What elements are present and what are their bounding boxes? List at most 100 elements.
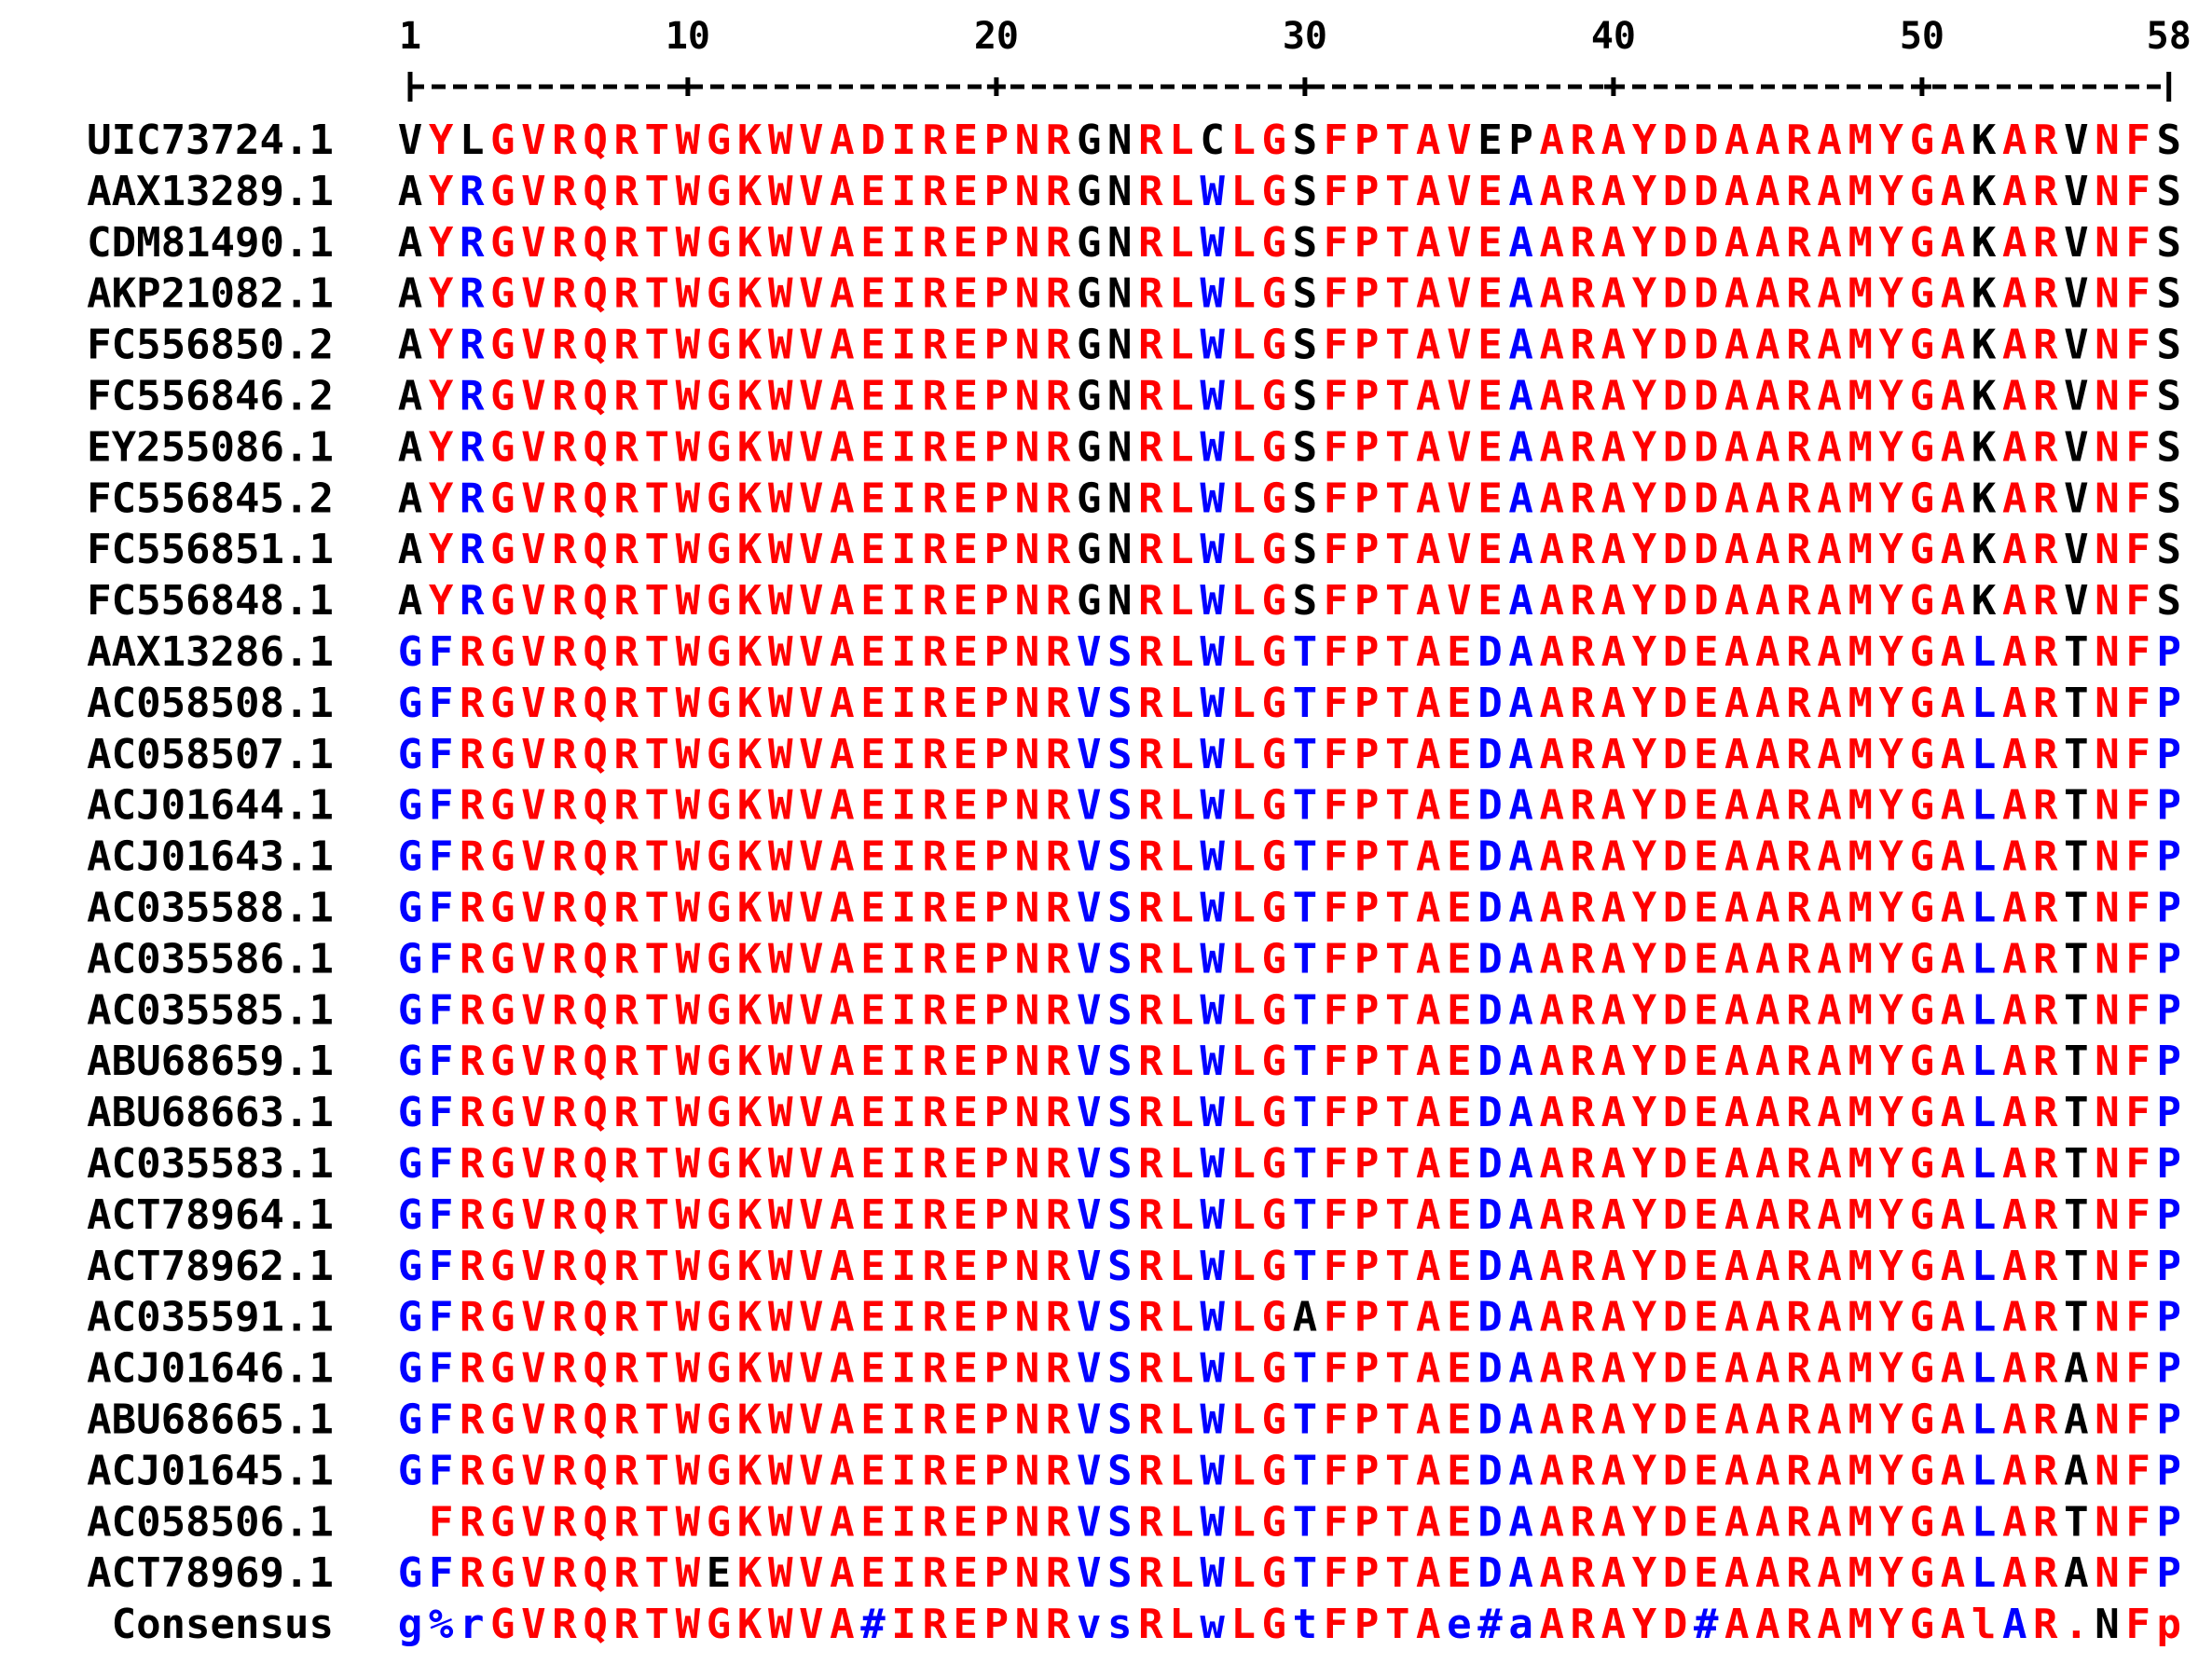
residue: V	[1077, 680, 1102, 727]
residue: K	[737, 1140, 763, 1188]
residue: A	[1508, 1140, 1533, 1188]
residue: N	[1015, 1243, 1040, 1290]
residue: G	[490, 1345, 515, 1393]
residue: G	[1910, 1601, 1935, 1648]
residue: N	[1015, 731, 1040, 778]
residue: A	[830, 373, 855, 420]
residue: E	[954, 526, 979, 573]
residue: R	[460, 1243, 485, 1290]
residue: P	[984, 731, 1010, 778]
residue: P	[1354, 577, 1380, 625]
residue: Q	[583, 1038, 608, 1085]
residue: P	[984, 1089, 1010, 1136]
residue: R	[552, 322, 577, 369]
residue: W	[676, 628, 701, 676]
residue: R	[1786, 1345, 1811, 1393]
residue: a	[1508, 1601, 1533, 1648]
sequence-name: FC556845.2	[87, 475, 334, 522]
residue: Q	[583, 935, 608, 983]
residue: Y	[1632, 1345, 1657, 1393]
residue: D	[1694, 270, 1719, 318]
residue: Y	[1632, 1243, 1657, 1290]
residue: P	[1354, 219, 1380, 267]
residue: A	[1724, 423, 1750, 471]
residue: V	[799, 475, 824, 522]
residue: G	[1262, 373, 1287, 420]
residue: P	[984, 1243, 1010, 1290]
residue: R	[460, 885, 485, 932]
residue: A	[1539, 628, 1564, 676]
residue: G	[490, 1447, 515, 1494]
residue: W	[676, 168, 701, 215]
residue: N	[2095, 782, 2120, 830]
residue: A	[1941, 1447, 1966, 1494]
residue: W	[768, 1140, 793, 1188]
residue: R	[1786, 1396, 1811, 1444]
residue: A	[1416, 1549, 1441, 1597]
residue: R	[613, 1345, 639, 1393]
residue: W	[676, 782, 701, 830]
residue: A	[1941, 885, 1966, 932]
residue: G	[490, 1089, 515, 1136]
residue: A	[1601, 322, 1627, 369]
residue: W	[1200, 680, 1225, 727]
residue: R	[922, 423, 947, 471]
residue: I	[891, 117, 916, 164]
residue: V	[521, 1038, 546, 1085]
sequence-row: CDM81490.1 A Y R G V R Q R T W G K W V A E I R E P N R G N R L W L G S…	[87, 219, 2181, 267]
residue: V	[1077, 1243, 1102, 1290]
residue: A	[1508, 475, 1533, 522]
residue: L	[1230, 1396, 1256, 1444]
residue: V	[2064, 322, 2089, 369]
residue: W	[1200, 1038, 1225, 1085]
residue: A	[1724, 1294, 1750, 1341]
residue: R	[613, 885, 639, 932]
residue: E	[1694, 1549, 1719, 1597]
residue: W	[768, 1396, 793, 1444]
residue: V	[1077, 1498, 1102, 1546]
residue: V	[799, 1549, 824, 1597]
residue: %	[429, 1601, 454, 1648]
residue: T	[1385, 117, 1410, 164]
residue: R	[552, 1345, 577, 1393]
residue: R	[2033, 1038, 2058, 1085]
residue: P	[1354, 1396, 1380, 1444]
residue: A	[2064, 1447, 2089, 1494]
residue: V	[1077, 1294, 1102, 1341]
residue: R	[1138, 117, 1163, 164]
residue: P	[984, 526, 1010, 573]
residue: N	[1015, 1447, 1040, 1494]
residue: A	[1941, 833, 1966, 881]
residue: A	[2002, 373, 2027, 420]
residue: Y	[1632, 577, 1657, 625]
residue: T	[2064, 1498, 2089, 1546]
residue: R	[1138, 1549, 1163, 1597]
residue: A	[2002, 1498, 2027, 1546]
residue: T	[1385, 1447, 1410, 1494]
residue: R	[1046, 475, 1071, 522]
residue: A	[1539, 270, 1564, 318]
residue: E	[1447, 1191, 1472, 1239]
residue: W	[676, 526, 701, 573]
residue: V	[799, 1038, 824, 1085]
residue: R	[613, 1396, 639, 1444]
residue: R	[613, 373, 639, 420]
residue: R	[1786, 680, 1811, 727]
sequence-row: FC556845.2 A Y R G V R Q R T W G K W V A E I R E P N R G N R L W L G S…	[87, 475, 2181, 522]
residue: A	[1817, 1396, 1842, 1444]
residue: E	[1477, 577, 1503, 625]
residue: V	[1077, 1038, 1102, 1085]
residue: E	[860, 1396, 886, 1444]
sequence-name: AC035588.1	[87, 885, 334, 932]
residue: G	[398, 782, 423, 830]
residue: K	[737, 270, 763, 318]
residue: V	[799, 1089, 824, 1136]
residue: L	[1972, 833, 1997, 881]
residue: E	[1447, 1549, 1472, 1597]
residue: L	[1169, 1601, 1194, 1648]
residue: Q	[583, 270, 608, 318]
residue: A	[1941, 1294, 1966, 1341]
residue: E	[860, 219, 886, 267]
sequence-row: FC556846.2 A Y R G V R Q R T W G K W V A E I R E P N R G N R L W L G S…	[87, 373, 2181, 420]
residue: L	[1169, 423, 1194, 471]
